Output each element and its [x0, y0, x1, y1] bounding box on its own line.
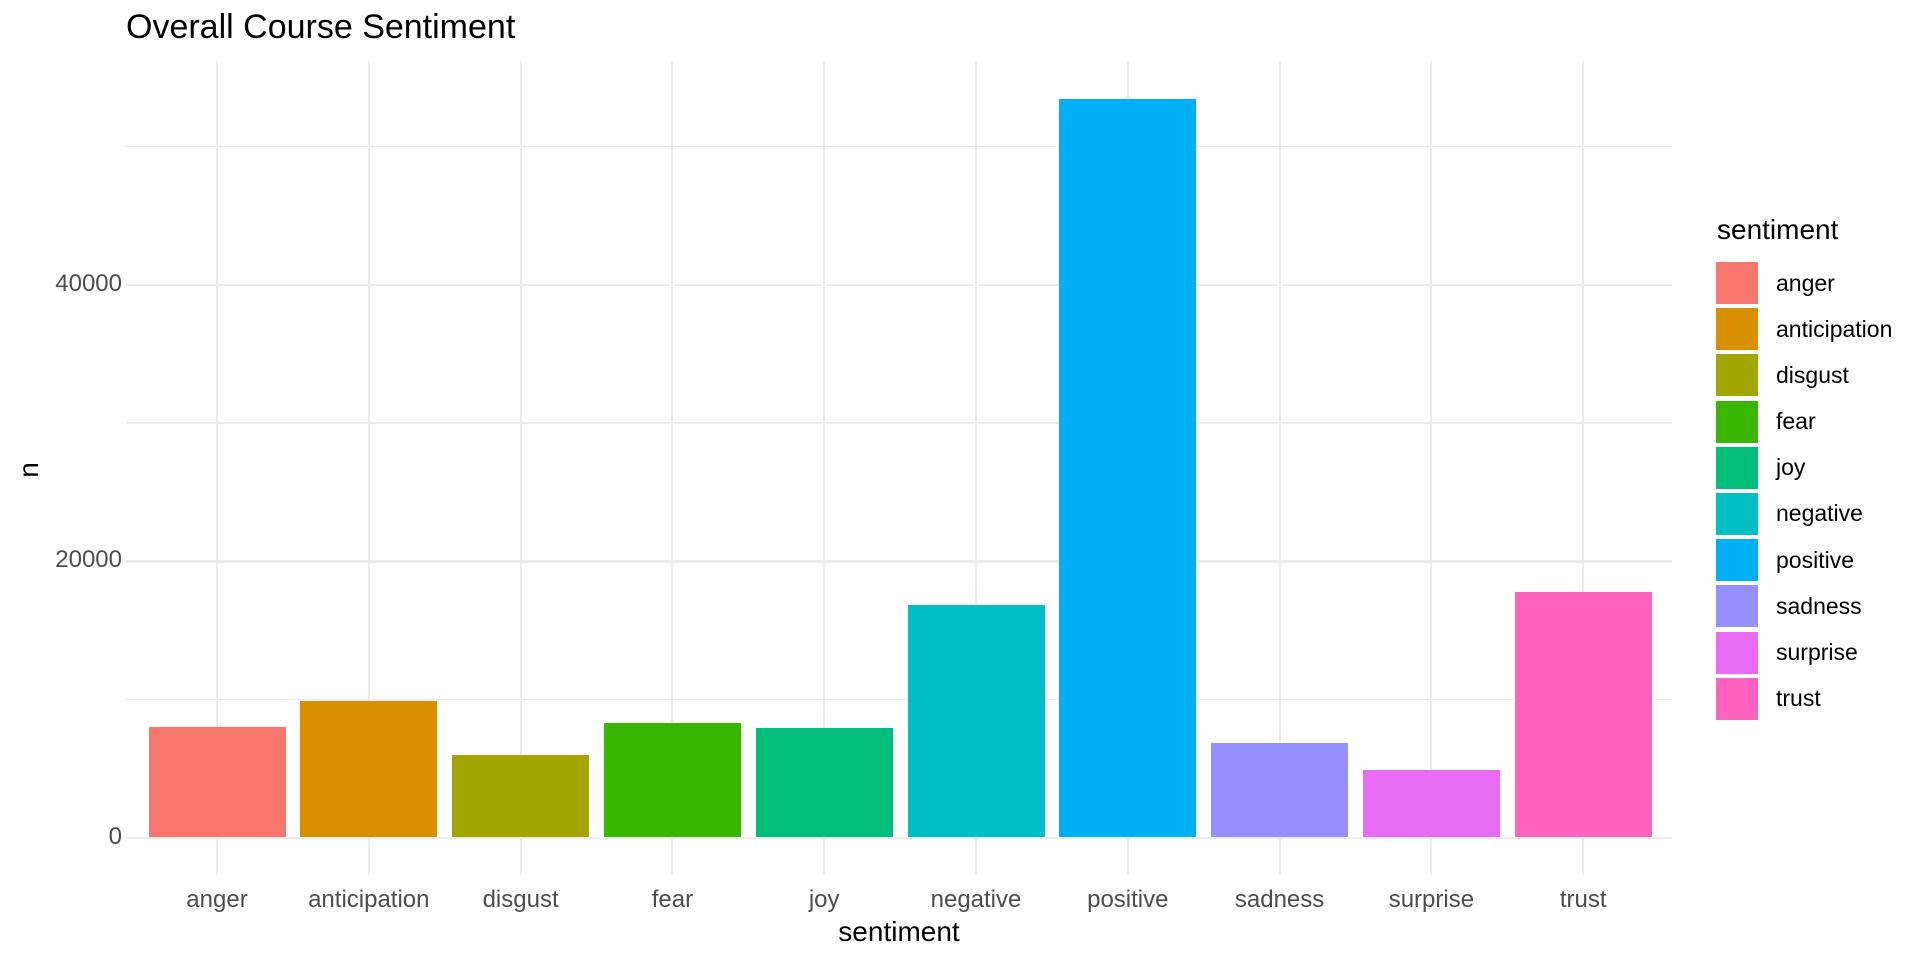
gridline-x-trust: [1582, 62, 1585, 874]
y-tick-label-0: 0: [108, 823, 122, 850]
gridline-x-sadness: [1278, 62, 1281, 874]
chart-title: Overall Course Sentiment: [126, 8, 516, 46]
legend-item-anger: anger: [1716, 262, 1892, 304]
legend-label-fear: fear: [1776, 408, 1816, 435]
bar-negative: [907, 604, 1045, 837]
x-tick-label-negative: negative: [930, 886, 1022, 913]
x-tick-label-disgust: disgust: [482, 886, 559, 913]
legend-item-sadness: sadness: [1716, 585, 1892, 628]
x-tick-label-positive: positive: [1087, 886, 1169, 913]
gridline-minor-y-30000: [126, 422, 1672, 424]
gridline-minor-y-10000: [126, 698, 1672, 701]
gridline-major-y-20000: [126, 560, 1672, 563]
legend-title: sentiment: [1717, 214, 1839, 245]
x-tick-label-joy: joy: [808, 886, 840, 913]
bar-anticipation: [300, 701, 438, 837]
legend-label-anger: anger: [1776, 269, 1835, 296]
legend-item-positive: positive: [1716, 539, 1892, 582]
plot-panel: [126, 62, 1672, 874]
legend-swatch-trust: [1716, 677, 1758, 720]
legend-swatch-anger: [1716, 262, 1758, 304]
gridline-major-y-40000: [126, 283, 1672, 287]
gridline-x-fear: [671, 62, 674, 874]
x-axis-title: sentiment: [838, 916, 960, 947]
legend-label-disgust: disgust: [1776, 361, 1849, 388]
gridline-x-joy: [823, 62, 826, 874]
legend-label-negative: negative: [1776, 500, 1863, 527]
legend-items: anger anticipation disgust fear joy negative p…: [1716, 262, 1892, 720]
legend-item-trust: trust: [1716, 677, 1892, 720]
legend-swatch-positive: [1716, 539, 1758, 582]
legend-swatch-anticipation: [1716, 308, 1758, 351]
gridline-x-surprise: [1430, 62, 1433, 874]
bar-anger: [148, 727, 286, 837]
gridline-x-disgust: [519, 62, 522, 874]
bar-trust: [1514, 592, 1652, 837]
legend-label-anticipation: anticipation: [1776, 315, 1893, 342]
gridline-x-anger: [215, 62, 219, 874]
x-tick-label-anger: anger: [186, 886, 248, 913]
legend-item-joy: joy: [1716, 446, 1892, 489]
y-axis-title: n: [13, 462, 44, 478]
legend-item-disgust: disgust: [1716, 354, 1892, 397]
legend-item-fear: fear: [1716, 400, 1892, 443]
y-tick-label-40000: 40000: [55, 269, 122, 297]
legend-swatch-disgust: [1716, 354, 1758, 397]
x-tick-label-sadness: sadness: [1234, 886, 1325, 913]
gridline-minor-y-50000: [126, 145, 1672, 148]
gridline-x-anticipation: [367, 62, 370, 874]
bar-disgust: [452, 755, 590, 837]
gridline-x-negative: [974, 62, 978, 874]
legend-item-negative: negative: [1716, 492, 1892, 535]
legend-label-surprise: surprise: [1776, 639, 1858, 665]
legend-swatch-surprise: [1716, 631, 1758, 674]
bar-surprise: [1362, 769, 1500, 837]
legend-label-positive: positive: [1776, 546, 1854, 573]
bar-sadness: [1211, 742, 1349, 837]
legend-label-trust: trust: [1776, 685, 1821, 712]
legend-swatch-joy: [1716, 446, 1758, 489]
legend-label-joy: joy: [1776, 454, 1806, 481]
legend-swatch-sadness: [1716, 585, 1758, 628]
legend-label-sadness: sadness: [1776, 592, 1862, 619]
legend-item-anticipation: anticipation: [1716, 308, 1893, 351]
x-tick-label-trust: trust: [1559, 886, 1607, 913]
legend-swatch-fear: [1716, 400, 1758, 443]
legend: sentiment anger anticipation disgust fear jo…: [1716, 214, 1892, 724]
bar-fear: [603, 722, 741, 837]
x-tick-label-anticipation: anticipation: [308, 886, 430, 913]
legend-item-surprise: surprise: [1716, 631, 1892, 674]
bar-joy: [755, 727, 893, 837]
x-tick-label-surprise: surprise: [1388, 886, 1475, 913]
bar-positive: [1059, 98, 1197, 837]
legend-swatch-negative: [1716, 492, 1758, 535]
y-tick-label-20000: 20000: [55, 546, 122, 574]
x-tick-label-fear: fear: [651, 886, 694, 913]
gridline-major-y-0: [126, 837, 1672, 840]
